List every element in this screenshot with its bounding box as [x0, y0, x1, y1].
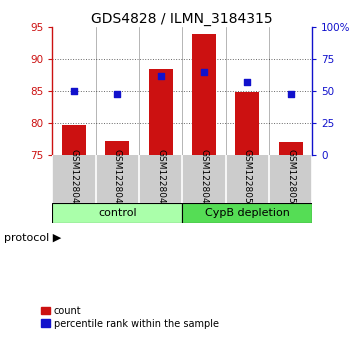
- Point: [71, 88, 77, 94]
- Text: GSM1228050: GSM1228050: [243, 148, 252, 209]
- Text: GSM1228047: GSM1228047: [113, 148, 122, 209]
- Bar: [62, 125, 86, 155]
- Point: [114, 91, 120, 97]
- Text: CypB depletion: CypB depletion: [205, 208, 290, 218]
- Bar: [192, 34, 216, 155]
- Point: [158, 73, 164, 79]
- Title: GDS4828 / ILMN_3184315: GDS4828 / ILMN_3184315: [91, 12, 273, 26]
- Bar: [235, 92, 259, 155]
- Point: [201, 69, 207, 75]
- Text: GSM1228046: GSM1228046: [70, 148, 78, 209]
- Text: GSM1228049: GSM1228049: [200, 148, 208, 209]
- Bar: [279, 142, 303, 155]
- Bar: [105, 141, 129, 155]
- Text: GSM1228051: GSM1228051: [286, 148, 295, 209]
- Point: [288, 91, 293, 97]
- Point: [244, 79, 250, 85]
- Legend: count, percentile rank within the sample: count, percentile rank within the sample: [41, 306, 219, 329]
- Bar: [182, 203, 312, 223]
- Bar: [149, 69, 173, 155]
- Bar: [52, 203, 182, 223]
- Text: control: control: [98, 208, 136, 218]
- Text: GSM1228048: GSM1228048: [156, 148, 165, 209]
- Text: protocol ▶: protocol ▶: [4, 233, 61, 243]
